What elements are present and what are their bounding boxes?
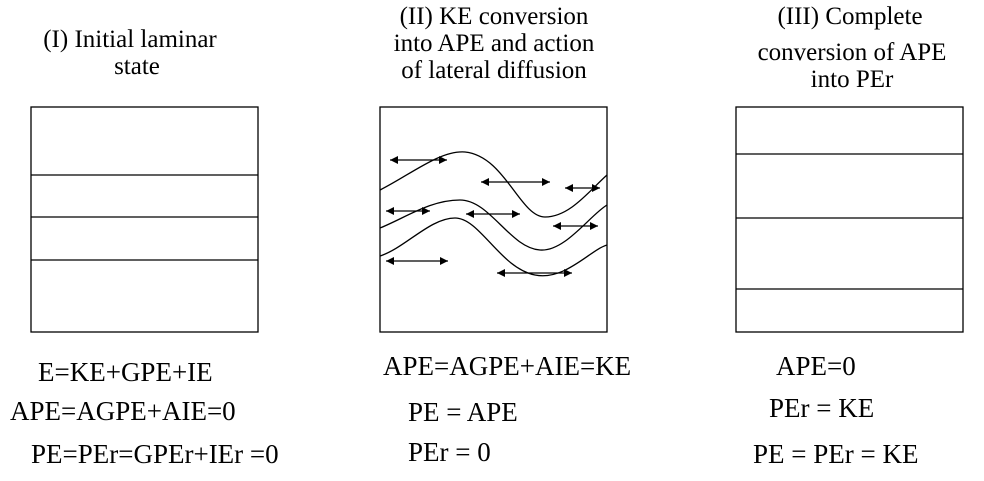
panel-2-title-line-1: (II) KE conversion <box>400 3 589 30</box>
panel-1-equation-3: PE=PEr=GPEr+IEr =0 <box>31 439 279 469</box>
panel-2-frame <box>379 106 608 333</box>
panel-1-title-line-1: (I) Initial laminar <box>43 26 217 53</box>
panel-1-box <box>30 106 259 333</box>
wavy-isopycnal <box>380 151 607 218</box>
panel-1-equation-2: APE=AGPE+AIE=0 <box>10 396 236 426</box>
panel-1-frame <box>30 106 259 333</box>
wavy-isopycnal <box>380 217 607 277</box>
panel-initial-laminar: (I) Initial laminar state E=KE+GPE+IE AP… <box>10 26 279 469</box>
panel-1-title-line-2: state <box>114 53 160 80</box>
panel-3-box <box>735 106 964 333</box>
panel-2-title-line-3: of lateral diffusion <box>401 57 587 84</box>
panel-3-title-line-3: into PEr <box>811 66 894 93</box>
panel-1-equation-1: E=KE+GPE+IE <box>38 357 213 387</box>
panel-3-title-line-1: (III) Complete <box>777 3 922 30</box>
panel-2-title-line-2: into APE and action <box>394 30 595 57</box>
panel-3-title-line-2: conversion of APE <box>758 39 947 66</box>
panel-3-equation-2: PEr = KE <box>769 393 874 423</box>
panel-ke-conversion: (II) KE conversion into APE and action o… <box>379 3 631 467</box>
panel-2-equation-3: PEr = 0 <box>408 437 491 467</box>
panel-3-frame <box>735 106 964 333</box>
panel-complete-conversion: (III) Complete conversion of APE into PE… <box>735 3 964 469</box>
panel-2-box <box>379 106 608 333</box>
wavy-isopycnal <box>380 199 607 251</box>
panel-3-equation-1: APE=0 <box>776 351 856 381</box>
panel-3-equation-3: PE = PEr = KE <box>753 439 918 469</box>
panel-2-equation-1: APE=AGPE+AIE=KE <box>383 351 631 381</box>
panel-2-equation-2: PE = APE <box>408 397 518 427</box>
